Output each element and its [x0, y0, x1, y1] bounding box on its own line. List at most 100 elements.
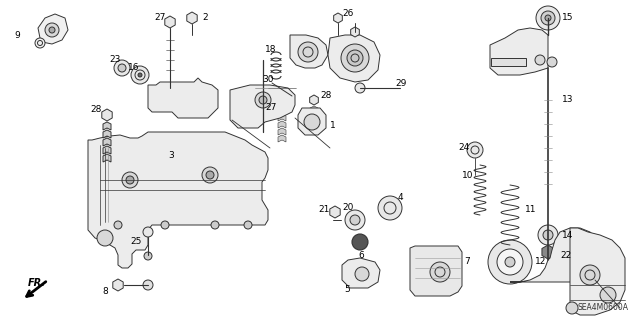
- Circle shape: [35, 38, 45, 48]
- Polygon shape: [290, 35, 328, 68]
- Circle shape: [118, 64, 126, 72]
- Bar: [490, 58, 525, 66]
- Text: 28: 28: [90, 106, 101, 115]
- Text: 22: 22: [560, 250, 572, 259]
- Polygon shape: [330, 206, 340, 218]
- Circle shape: [114, 221, 122, 229]
- Circle shape: [345, 210, 365, 230]
- Polygon shape: [278, 135, 286, 142]
- Polygon shape: [510, 228, 600, 282]
- Polygon shape: [103, 154, 111, 162]
- Circle shape: [536, 6, 560, 30]
- Text: 14: 14: [562, 231, 573, 240]
- Circle shape: [505, 257, 515, 267]
- Circle shape: [545, 15, 551, 21]
- Circle shape: [206, 171, 214, 179]
- Circle shape: [126, 176, 134, 184]
- Polygon shape: [278, 121, 286, 128]
- Circle shape: [144, 252, 152, 260]
- Polygon shape: [187, 12, 197, 24]
- Polygon shape: [490, 28, 548, 75]
- Polygon shape: [310, 95, 318, 105]
- Circle shape: [355, 83, 365, 93]
- Polygon shape: [310, 113, 318, 120]
- Polygon shape: [278, 128, 286, 135]
- Text: 5: 5: [344, 286, 349, 294]
- Text: 21: 21: [318, 205, 330, 214]
- Text: 9: 9: [14, 31, 20, 40]
- Polygon shape: [542, 245, 554, 259]
- Circle shape: [45, 23, 59, 37]
- Circle shape: [535, 55, 545, 65]
- Circle shape: [244, 221, 252, 229]
- Text: 7: 7: [464, 257, 470, 266]
- Circle shape: [298, 42, 318, 62]
- Text: 20: 20: [342, 204, 353, 212]
- Polygon shape: [103, 138, 111, 146]
- Circle shape: [497, 249, 523, 275]
- Text: 6: 6: [358, 250, 364, 259]
- Circle shape: [259, 96, 267, 104]
- Circle shape: [541, 11, 555, 25]
- Polygon shape: [278, 114, 286, 121]
- Polygon shape: [278, 103, 286, 113]
- Text: 29: 29: [395, 79, 406, 88]
- Text: 24: 24: [458, 144, 469, 152]
- Polygon shape: [148, 78, 218, 118]
- Circle shape: [161, 221, 169, 229]
- Circle shape: [580, 265, 600, 285]
- Text: 2: 2: [202, 13, 207, 23]
- Polygon shape: [410, 246, 462, 296]
- Polygon shape: [165, 16, 175, 28]
- Polygon shape: [310, 106, 318, 113]
- Text: 10: 10: [462, 170, 474, 180]
- Circle shape: [143, 227, 153, 237]
- Text: 26: 26: [342, 10, 353, 19]
- Polygon shape: [113, 279, 123, 291]
- Circle shape: [355, 267, 369, 281]
- Circle shape: [600, 287, 616, 303]
- Text: 30: 30: [262, 76, 273, 85]
- Text: 13: 13: [562, 95, 573, 105]
- Polygon shape: [333, 13, 342, 23]
- Text: 23: 23: [109, 56, 120, 64]
- Text: 27: 27: [154, 13, 165, 23]
- Circle shape: [430, 262, 450, 282]
- Circle shape: [122, 172, 138, 188]
- Circle shape: [347, 50, 363, 66]
- Polygon shape: [103, 130, 111, 138]
- Text: SEA4M0600A: SEA4M0600A: [577, 303, 628, 313]
- Polygon shape: [328, 35, 380, 82]
- Circle shape: [114, 60, 130, 76]
- Polygon shape: [351, 27, 359, 37]
- Polygon shape: [230, 85, 295, 128]
- Polygon shape: [310, 127, 318, 134]
- Text: 3: 3: [168, 151, 173, 160]
- Circle shape: [143, 280, 153, 290]
- Circle shape: [467, 142, 483, 158]
- Circle shape: [543, 230, 553, 240]
- Circle shape: [378, 196, 402, 220]
- Circle shape: [131, 66, 149, 84]
- Text: 12: 12: [535, 257, 547, 266]
- Circle shape: [350, 215, 360, 225]
- Polygon shape: [310, 120, 318, 127]
- Text: 1: 1: [330, 121, 336, 130]
- Circle shape: [566, 302, 578, 314]
- Text: 11: 11: [525, 205, 536, 214]
- Circle shape: [352, 234, 368, 250]
- Circle shape: [538, 225, 558, 245]
- Text: FR.: FR.: [28, 278, 46, 288]
- Text: 16: 16: [128, 63, 140, 72]
- Circle shape: [547, 57, 557, 67]
- Circle shape: [341, 44, 369, 72]
- Text: 15: 15: [562, 13, 573, 23]
- Circle shape: [202, 167, 218, 183]
- Text: 4: 4: [398, 194, 404, 203]
- Circle shape: [488, 240, 532, 284]
- Polygon shape: [103, 146, 111, 154]
- Polygon shape: [102, 109, 112, 121]
- Polygon shape: [570, 228, 625, 315]
- Circle shape: [304, 114, 320, 130]
- Text: 27: 27: [265, 103, 276, 113]
